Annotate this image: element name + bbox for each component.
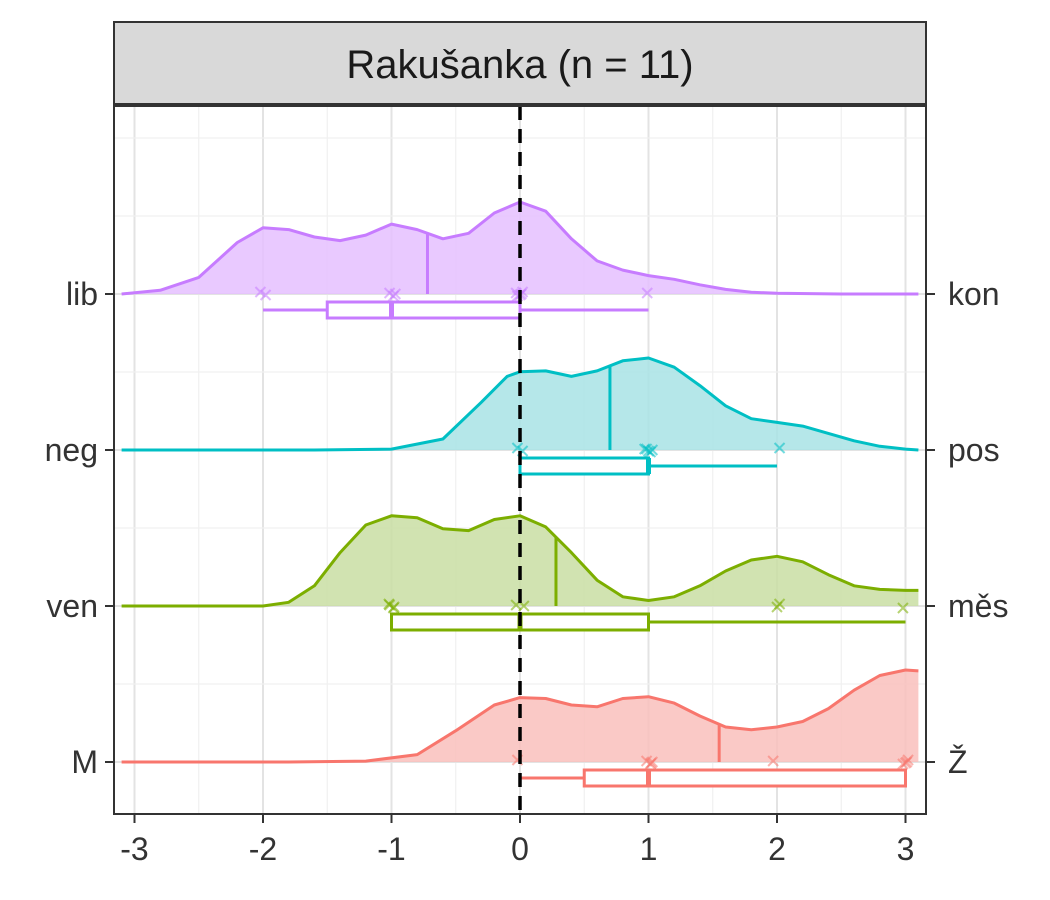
data-point-M [767,755,779,767]
data-point-ven [387,602,400,614]
density-line-M [121,668,919,764]
y-label-left-lib: lib [66,276,98,312]
data-point-ven [897,602,909,614]
facet-title: Rakušanka (n = 11) [346,43,693,87]
x-tick-label: 3 [897,831,915,867]
y-label-right-Ž: Ž [948,744,968,780]
box-M [582,768,907,788]
y-label-left-M: M [71,744,98,780]
data-point-M [646,756,659,768]
y-label-right-měs: měs [948,588,1008,624]
ridge-neg [121,356,919,476]
data-point-lib [259,289,272,301]
data-point-neg [642,445,655,457]
density-line-neg [121,356,919,452]
strip-background [113,21,927,105]
data-point-lib [641,287,653,299]
box-lib [325,300,522,320]
y-label-right-pos: pos [948,432,1000,468]
data-point-M [901,756,913,768]
x-tick-label: 2 [768,831,786,867]
data-point-lib [389,288,402,300]
density-line-ven [121,514,919,608]
data-point-ven [773,598,786,610]
panel [113,105,927,815]
axes: -3 -2 -1 0 1 2 3 lib kon neg pos ven měs M Ž [45,276,1009,867]
x-tick-label: -1 [377,831,405,867]
density-area-neg [121,358,919,450]
data-point-neg [773,442,786,454]
y-label-left-ven: ven [46,588,98,624]
x-tick-label: -3 [120,831,148,867]
data-point-lib [254,286,267,298]
density-area-ven [121,515,919,606]
y-label-right-kon: kon [948,276,1000,312]
density-line-lib [121,200,919,296]
x-tick-label: -2 [249,831,277,867]
y-label-left-neg: neg [45,432,98,468]
x-tick-label: 1 [640,831,658,867]
x-tick-label: 0 [511,831,529,867]
box-neg [518,456,650,476]
